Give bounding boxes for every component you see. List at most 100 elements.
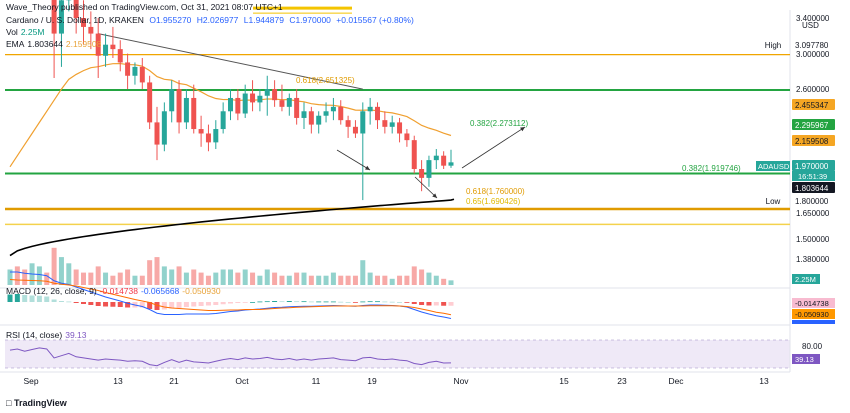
price-label-value: 1.803644 xyxy=(795,184,829,193)
candle xyxy=(176,89,182,123)
candle xyxy=(279,100,285,107)
volume-bar xyxy=(183,272,189,285)
symbol-tag-label: ADAUSD xyxy=(758,162,790,171)
macd-histogram-bar xyxy=(389,301,395,303)
macd-histogram-bar xyxy=(316,301,322,303)
macd-histogram-bar xyxy=(264,301,270,303)
ema-legend: EMA 1.803644 2.159508 xyxy=(6,39,102,49)
macd-histogram-bar xyxy=(7,294,13,302)
macd-legend: MACD (12, 26, close, 9) -0.014738 -0.06566… xyxy=(6,286,221,296)
price-label-value: 1.970000 xyxy=(795,162,829,171)
macd-histogram-bar xyxy=(235,302,241,303)
ohlc-line: Cardano / U. S. Dollar, 1D, KRAKEN O1.95… xyxy=(6,15,417,25)
volume-bar xyxy=(382,275,388,285)
macd-value-bg xyxy=(792,298,835,308)
candle xyxy=(382,120,388,127)
candle xyxy=(205,133,211,143)
volume-bar xyxy=(132,275,138,285)
macd-histogram-bar xyxy=(103,302,109,307)
candle xyxy=(125,62,131,76)
volume-bar xyxy=(345,275,351,285)
candle xyxy=(272,89,278,101)
volume-tag-bg xyxy=(792,274,820,284)
price-tick-label: 3.000000 xyxy=(796,50,830,59)
candle xyxy=(345,120,351,127)
candle xyxy=(95,33,101,56)
macd-histogram-bar xyxy=(323,301,329,303)
macd-histogram-bar xyxy=(198,302,204,306)
volume-bar xyxy=(95,266,101,285)
candle xyxy=(330,106,336,112)
volume-bar xyxy=(330,272,336,285)
macd-histogram-bar xyxy=(213,302,219,305)
candle xyxy=(360,111,366,134)
volume-bar xyxy=(213,272,219,285)
open-value: O1.955270 xyxy=(149,15,192,25)
time-axis-label: 23 xyxy=(617,376,627,386)
fib-annotation: 0.382(2.273112) xyxy=(470,119,528,128)
volume-bar xyxy=(242,269,248,285)
price-label-name: Low xyxy=(766,197,781,206)
volume-bar xyxy=(286,275,292,285)
macd-histogram-bar xyxy=(191,302,197,307)
price-label-value: 2.159508 xyxy=(795,137,829,146)
candle xyxy=(161,111,167,145)
macd-histogram-bar xyxy=(330,301,336,303)
volume-bar xyxy=(308,275,314,285)
macd-histogram-bar xyxy=(411,302,417,304)
candle xyxy=(301,111,307,118)
projection-arrow-head xyxy=(365,165,370,170)
macd-histogram-bar xyxy=(360,301,366,303)
candle xyxy=(169,89,175,112)
candle xyxy=(375,106,380,121)
macd-axis-label: -0.014738 xyxy=(795,299,829,308)
macd-histogram-bar xyxy=(382,301,388,303)
time-axis-label: Sep xyxy=(23,376,38,386)
volume-bar xyxy=(220,269,226,285)
volume-bar xyxy=(73,269,79,285)
volume-bar xyxy=(294,272,300,285)
volume-bar xyxy=(228,269,233,285)
candle xyxy=(397,122,403,134)
candle xyxy=(286,97,292,107)
price-label-bg xyxy=(792,160,835,171)
rsi-band xyxy=(5,340,790,368)
volume-bar xyxy=(257,275,263,285)
candle xyxy=(147,82,153,123)
candle xyxy=(183,97,189,123)
time-axis-label: 13 xyxy=(113,376,123,386)
volume-bar xyxy=(441,278,447,285)
projection-arrow xyxy=(414,176,438,199)
candle xyxy=(257,95,263,103)
projection-arrow-head xyxy=(432,193,437,198)
time-axis-label: 13 xyxy=(759,376,769,386)
macd-histogram-bar xyxy=(183,302,189,307)
candle xyxy=(338,106,344,121)
volume-bar xyxy=(426,272,432,285)
candle xyxy=(51,0,57,34)
trend-line xyxy=(98,33,363,90)
price-label-value: 2.455347 xyxy=(795,101,829,110)
tradingview-footer: □ TradingView xyxy=(6,398,67,408)
volume-bar xyxy=(22,269,28,285)
volume-bar xyxy=(397,275,403,285)
volume-bar xyxy=(161,266,167,285)
volume-bar xyxy=(44,272,50,285)
candle xyxy=(367,106,373,112)
macd-histogram-bar xyxy=(205,302,211,306)
price-label-bg xyxy=(792,135,835,146)
macd-histogram-bar xyxy=(426,302,432,306)
candle xyxy=(294,97,300,118)
candle xyxy=(110,44,116,50)
volume-bar xyxy=(176,266,182,285)
symbol-tag xyxy=(756,161,790,171)
candle xyxy=(264,89,270,96)
candle xyxy=(198,129,204,134)
candle xyxy=(58,0,64,34)
macd-line-tag xyxy=(792,320,835,324)
macd-histogram-bar xyxy=(242,302,248,303)
projection-arrow-head xyxy=(520,127,525,132)
volume-bar xyxy=(103,272,109,285)
time-axis-label: Dec xyxy=(668,376,684,386)
